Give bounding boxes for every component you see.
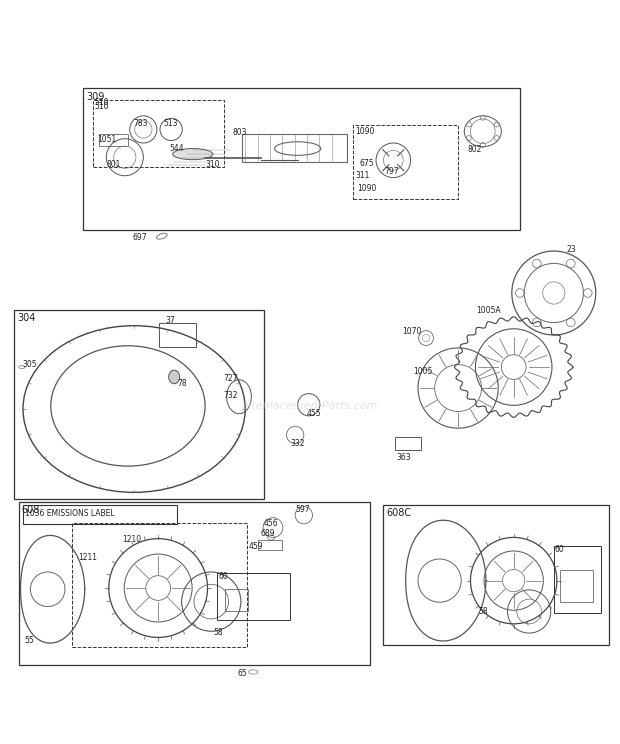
Text: 23: 23 [566, 246, 576, 254]
Text: 1211: 1211 [79, 553, 97, 562]
Text: 608C: 608C [386, 508, 411, 518]
Text: 60: 60 [554, 545, 564, 554]
Text: 309: 309 [87, 92, 105, 103]
Text: 78: 78 [177, 379, 187, 388]
Text: 513: 513 [163, 119, 177, 128]
Text: 37: 37 [165, 316, 175, 325]
Bar [560, 569, 593, 602]
Text: 510: 510 [95, 97, 109, 107]
Text: 58: 58 [213, 628, 223, 637]
Bar [23, 504, 177, 525]
Bar [395, 437, 421, 450]
Text: 697: 697 [132, 233, 147, 242]
Bar [554, 546, 601, 613]
Text: 459: 459 [248, 542, 263, 551]
Text: 675: 675 [360, 159, 374, 168]
Text: 65: 65 [238, 669, 247, 678]
Text: 1070: 1070 [402, 327, 422, 336]
Text: 608: 608 [22, 504, 40, 515]
Text: 597: 597 [295, 504, 310, 513]
Bar [242, 135, 347, 162]
Ellipse shape [172, 149, 213, 160]
Text: 332: 332 [290, 439, 305, 448]
Text: 60: 60 [219, 572, 228, 581]
Text: 58: 58 [478, 607, 487, 616]
Text: 732: 732 [224, 391, 238, 400]
Text: 304: 304 [17, 313, 35, 324]
Text: 1036 EMISSIONS LABEL: 1036 EMISSIONS LABEL [25, 510, 115, 519]
Text: 1210: 1210 [122, 536, 141, 545]
Bar [19, 501, 371, 665]
Text: 783: 783 [133, 119, 148, 128]
Bar [218, 573, 290, 620]
Ellipse shape [169, 371, 180, 384]
Text: eReplacementParts.com: eReplacementParts.com [242, 401, 378, 411]
Bar [84, 88, 520, 230]
Text: 1090: 1090 [356, 127, 375, 136]
Text: 803: 803 [233, 128, 247, 137]
Text: 510: 510 [95, 102, 109, 112]
Bar [383, 504, 609, 645]
Bar [99, 135, 128, 146]
Bar [226, 589, 248, 612]
Text: 727: 727 [224, 373, 238, 382]
Bar [14, 310, 264, 498]
Text: 455: 455 [307, 409, 322, 418]
Bar [353, 125, 458, 199]
Text: 1005: 1005 [414, 368, 433, 376]
Bar [93, 100, 224, 167]
Text: 1051: 1051 [97, 135, 117, 144]
Bar [73, 523, 247, 647]
Text: 311: 311 [356, 171, 370, 180]
Text: 1090: 1090 [357, 185, 376, 193]
Text: 801: 801 [106, 160, 121, 169]
Text: 1005A: 1005A [477, 306, 502, 315]
Text: 456: 456 [264, 519, 278, 527]
Text: 797: 797 [384, 167, 399, 176]
Text: 802: 802 [467, 145, 482, 154]
Text: 310: 310 [205, 160, 219, 169]
Text: 689: 689 [260, 529, 275, 538]
Bar [257, 540, 282, 550]
Text: 305: 305 [22, 360, 37, 369]
Bar [159, 323, 196, 347]
Text: 544: 544 [169, 144, 184, 153]
Text: 363: 363 [396, 452, 411, 462]
Text: 55: 55 [25, 636, 35, 645]
